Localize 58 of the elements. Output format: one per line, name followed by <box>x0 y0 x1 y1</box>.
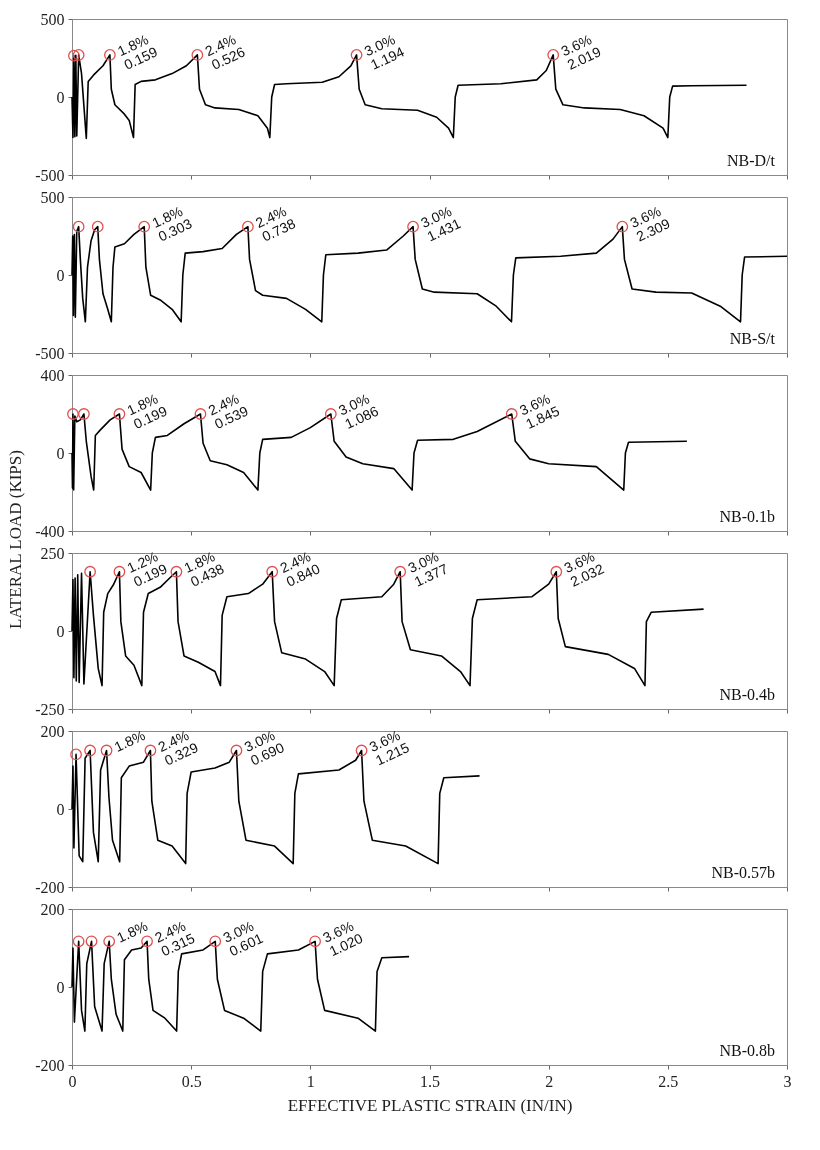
y-tick-label: 0 <box>56 444 65 462</box>
y-tick-label: 0 <box>56 978 65 996</box>
annotation: NB-0.4b <box>719 686 775 703</box>
annotation: 2.4% 0.526 <box>202 31 248 73</box>
y-tick-label: 0 <box>56 88 65 106</box>
annotation: 2.4% 0.539 <box>205 390 251 432</box>
annotation: 1.2% 0.199 <box>124 548 170 590</box>
y-tick-label: -500 <box>35 166 65 184</box>
x-tick-label: 0 <box>68 1072 77 1090</box>
x-tick-label: 3 <box>783 1072 792 1090</box>
annotation: 1.8% <box>111 726 148 755</box>
annotation: 3.6% 1.020 <box>320 917 366 960</box>
y-tick-label: -400 <box>35 522 65 540</box>
y-tick-label: -250 <box>35 700 65 718</box>
y-tick-label: 400 <box>40 366 65 384</box>
annotation: 1.8% 0.438 <box>181 548 227 590</box>
annotation: 3.6% 2.019 <box>558 31 604 73</box>
annotation: 2.4% 0.840 <box>277 548 323 590</box>
annotation: NB-S/t <box>729 330 776 347</box>
y-axis-title: LATERAL LOAD (KIPS) <box>6 450 26 629</box>
x-axis-title: EFFECTIVE PLASTIC STRAIN (IN/IN) <box>287 1095 573 1115</box>
y-tick-label: -500 <box>35 344 65 362</box>
annotation: NB-D/t <box>727 152 776 169</box>
y-tick-label: 200 <box>40 722 65 740</box>
annotation: 2.4% 0.315 <box>152 917 198 960</box>
annotation: 1.8% 0.199 <box>124 390 170 432</box>
annotation: NB-0.1b <box>719 508 775 525</box>
y-tick-label: 200 <box>40 900 65 918</box>
annotation: 3.0% 0.690 <box>241 726 287 769</box>
annotation: 3.6% 1.215 <box>366 726 412 769</box>
x-tick-label: 0.5 <box>181 1072 202 1090</box>
x-tick-label: 2.5 <box>658 1072 679 1090</box>
y-tick-label: 500 <box>40 10 65 28</box>
y-tick-label: 500 <box>40 188 65 206</box>
annotation: 3.0% 1.377 <box>405 548 451 590</box>
annotation: 3.0% 1.431 <box>418 203 464 245</box>
y-tick-label: 0 <box>56 622 65 640</box>
annotation: 1.8% 0.159 <box>115 31 161 73</box>
annotation: 3.0% 1.086 <box>336 390 382 432</box>
annotation: 2.4% 0.738 <box>253 203 299 245</box>
annotation: 1.8% 0.303 <box>149 203 195 245</box>
y-tick-label: -200 <box>35 1056 65 1074</box>
annotation: 3.6% 2.309 <box>627 203 673 245</box>
annotation: 2.4% 0.329 <box>155 726 201 769</box>
annotation: 3.6% 1.845 <box>516 390 562 432</box>
y-tick-label: 250 <box>40 544 65 562</box>
annotation: NB-0.57b <box>711 864 775 881</box>
y-tick-label: 0 <box>56 800 65 818</box>
x-tick-label: 1.5 <box>420 1072 440 1090</box>
x-tick-label: 2 <box>545 1072 554 1090</box>
annotation: 3.0% 0.601 <box>220 917 266 960</box>
annotation: 3.6% 2.032 <box>561 548 607 590</box>
y-tick-label: 0 <box>56 266 65 284</box>
y-tick-label: -200 <box>35 878 65 896</box>
annotation: 1.8% <box>114 917 151 946</box>
annotation: 3.0% 1.194 <box>361 31 407 73</box>
x-tick-label: 1 <box>306 1072 315 1090</box>
annotation: NB-0.8b <box>719 1042 775 1059</box>
